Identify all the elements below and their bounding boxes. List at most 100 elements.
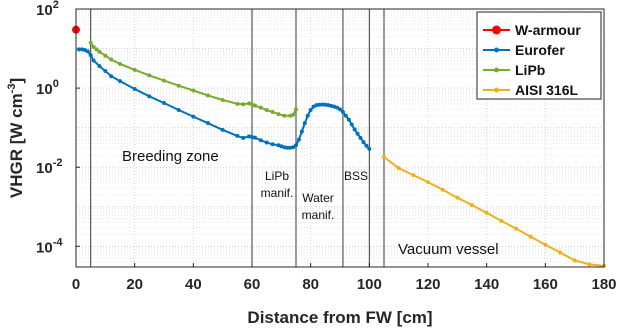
legend-label-lipb: LiPb <box>515 62 545 78</box>
data-point-eurofer <box>314 103 319 108</box>
data-point-eurofer <box>367 146 372 151</box>
legend-items: W-armour Eurofer LiPb AISI 316L <box>483 22 581 98</box>
x-tick-label: 60 <box>244 276 261 293</box>
data-point-eurofer <box>88 53 93 58</box>
data-point-aisi-316l <box>426 180 430 185</box>
y-axis-ticks: 102 100 10-2 10-4 <box>36 0 80 256</box>
annotation-water-manifold: Water manif. <box>302 191 335 222</box>
data-point-eurofer <box>352 127 357 132</box>
data-point-eurofer <box>76 47 81 52</box>
legend-item-lipb: LiPb <box>483 62 545 78</box>
x-tick-label: 120 <box>415 276 440 293</box>
x-tick-label: 80 <box>302 276 319 293</box>
data-point-eurofer <box>358 135 363 140</box>
data-point-aisi-316l <box>528 234 533 239</box>
data-point-lipb <box>94 47 99 52</box>
x-tick-label: 180 <box>591 276 616 293</box>
data-point-eurofer <box>162 101 166 106</box>
data-point-eurofer <box>103 69 108 74</box>
y-tick-label: 10-2 <box>36 157 62 177</box>
data-point-lipb <box>132 67 137 72</box>
data-point-aisi-316l <box>572 258 577 263</box>
x-tick-label: 140 <box>474 276 499 293</box>
y-axis-title: VHGR [W cm-3] <box>6 78 26 198</box>
data-point-eurofer <box>317 102 322 107</box>
data-point-eurofer <box>361 140 366 145</box>
data-point-eurofer <box>346 117 351 122</box>
series-eurofer <box>76 47 372 151</box>
data-point-lipb <box>220 98 225 103</box>
data-point-aisi-316l <box>455 195 460 200</box>
data-point-eurofer <box>335 105 340 110</box>
data-point-lipb <box>103 53 108 58</box>
legend-label-eurofer: Eurofer <box>515 42 565 58</box>
data-point-eurofer <box>220 127 225 132</box>
data-point-lipb <box>88 40 93 45</box>
legend-marker-lipb <box>494 67 499 73</box>
legend: W-armour Eurofer LiPb AISI 316L <box>476 11 602 100</box>
data-point-eurofer <box>132 86 137 91</box>
data-point-aisi-316l <box>411 173 416 178</box>
x-tick-label: 0 <box>72 276 80 293</box>
data-point-lipb <box>252 103 257 108</box>
annotation-bss: BSS <box>344 169 368 183</box>
data-point-eurofer <box>270 142 275 147</box>
data-point-aisi-316l <box>587 262 592 267</box>
data-point-aisi-316l <box>484 210 489 215</box>
grid <box>76 9 604 267</box>
data-point-eurofer <box>235 133 240 138</box>
series-line-aisi-316l <box>383 156 605 267</box>
data-point-eurofer <box>176 107 181 112</box>
legend-item-aisi-316l: AISI 316L <box>483 82 578 98</box>
data-point-aisi-316l <box>558 250 562 255</box>
data-point-eurofer <box>305 113 310 118</box>
data-point-eurofer <box>241 135 246 140</box>
legend-label-w-armour: W-armour <box>515 22 581 38</box>
data-point-lipb <box>291 112 296 117</box>
data-point-lipb <box>176 83 181 88</box>
x-tick-label: 20 <box>126 276 143 293</box>
data-point-eurofer <box>364 143 369 148</box>
data-point-eurofer <box>343 113 348 118</box>
data-point-lipb <box>258 105 263 110</box>
series-lipb <box>88 40 298 118</box>
data-point-lipb <box>264 107 269 112</box>
data-point-eurofer <box>85 49 90 54</box>
y-tick-label: 102 <box>36 0 59 19</box>
data-point-eurofer <box>296 137 301 142</box>
data-point-eurofer <box>355 131 360 136</box>
data-point-lipb <box>270 109 275 114</box>
data-point-aisi-316l <box>514 226 518 231</box>
y-tick-label: 100 <box>36 78 59 98</box>
y-axis-title-end: ] <box>7 78 26 84</box>
x-axis-title: Distance from FW [cm] <box>247 308 432 327</box>
data-point-eurofer <box>323 102 328 107</box>
data-point-eurofer <box>302 121 307 126</box>
data-point-lipb <box>162 78 166 83</box>
data-point-eurofer <box>206 121 210 126</box>
legend-item-eurofer: Eurofer <box>483 42 565 58</box>
data-point-aisi-316l <box>382 155 386 160</box>
data-point-eurofer <box>340 109 345 114</box>
legend-marker-aisi-316l <box>494 87 499 93</box>
y-axis-title-exponent: -3 <box>6 84 18 94</box>
data-point-lipb <box>241 102 246 107</box>
data-point-eurofer <box>147 94 152 99</box>
data-point-eurofer <box>191 114 196 119</box>
data-point-eurofer <box>252 135 257 140</box>
annotation-breeding-zone: Breeding zone <box>122 148 219 165</box>
data-point-lipb <box>235 101 240 106</box>
data-point-lipb <box>109 57 114 62</box>
y-tick-label: 10-4 <box>36 236 63 256</box>
series-layer <box>72 25 606 268</box>
data-point-lipb <box>294 107 298 112</box>
data-point-eurofer <box>294 143 298 148</box>
plot-frame <box>75 8 605 268</box>
data-point-lipb <box>97 49 102 54</box>
region-annotations: Breeding zone LiPb manif. Water manif. BSS… <box>122 148 499 258</box>
series-line-lipb <box>89 42 297 117</box>
data-point-eurofer <box>299 129 304 134</box>
series-aisi-316l <box>382 155 606 268</box>
data-point-lipb <box>282 113 287 118</box>
